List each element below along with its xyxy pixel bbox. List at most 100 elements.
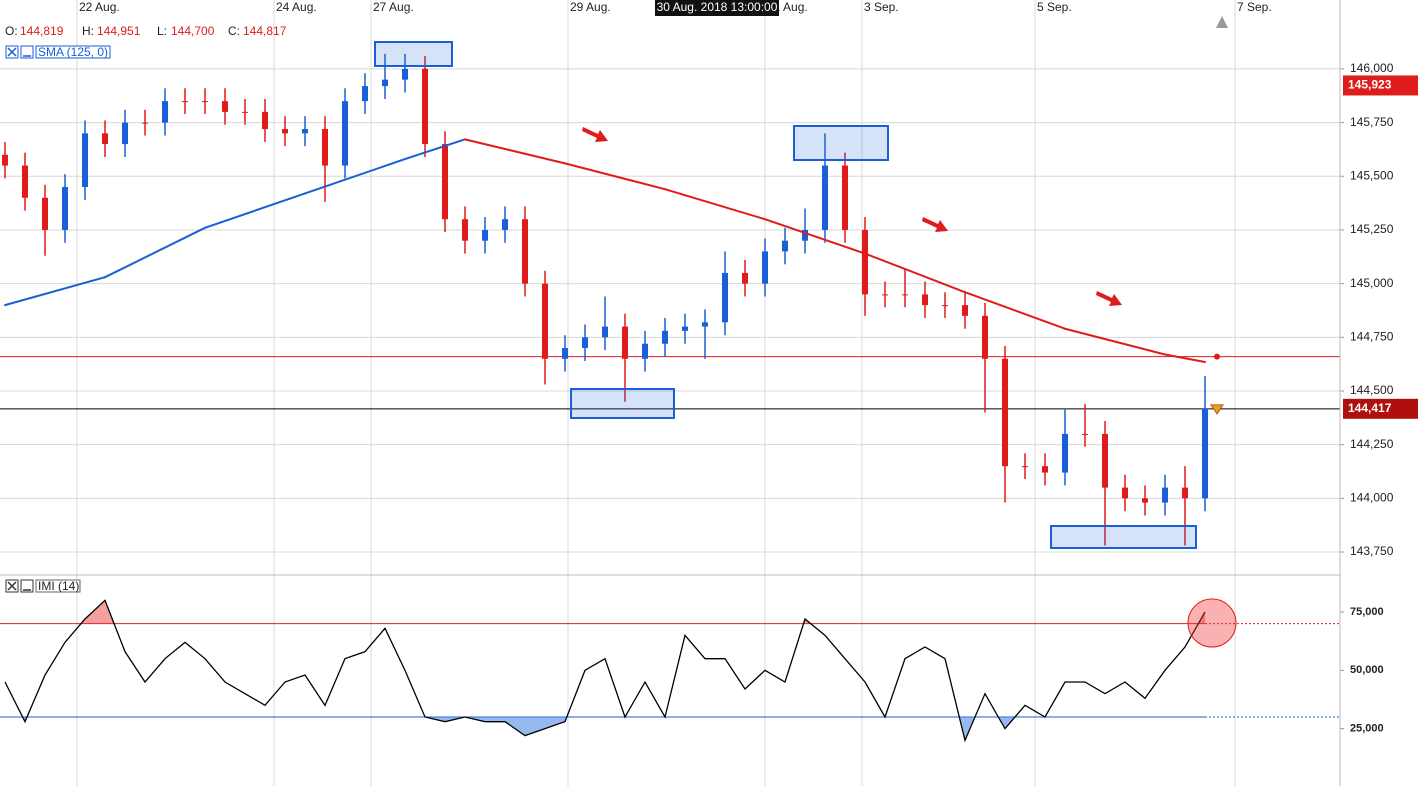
- y-tick-label: 145,000: [1350, 276, 1394, 290]
- highlight-box: [1050, 525, 1197, 549]
- price-tag-label: 144,417: [1348, 401, 1392, 415]
- candle-body: [942, 305, 948, 307]
- candle-body: [302, 129, 308, 134]
- minimize-button[interactable]: [20, 579, 34, 593]
- sma-line: [464, 138, 566, 165]
- candle-body: [822, 165, 828, 230]
- candle-body: [1142, 498, 1148, 503]
- candle-body: [222, 101, 228, 112]
- candle-body: [662, 330, 668, 344]
- sma-line: [4, 276, 106, 307]
- panel-frame: SMA (125, 0) IMI (14): [0, 0, 1341, 786]
- candle-body: [802, 229, 808, 241]
- x-tick-label: 22 Aug.: [79, 0, 120, 14]
- candle-body: [462, 219, 468, 241]
- y-tick-label: 144,500: [1350, 383, 1394, 397]
- ohlc-key: H:: [82, 24, 94, 38]
- sma-line: [1064, 327, 1166, 356]
- candle-body: [502, 219, 508, 230]
- x-tick-label: 27 Aug.: [373, 0, 414, 14]
- sma-line: [964, 291, 1066, 330]
- ohlc-value: 144,951: [97, 24, 141, 38]
- candle-body: [62, 187, 68, 230]
- candle-body: [142, 122, 148, 124]
- legend-label[interactable]: SMA (125, 0): [38, 45, 108, 59]
- x-tick-label: 29 Aug.: [570, 0, 611, 14]
- sma-line: [1164, 353, 1206, 364]
- y-tick-label: 146,000: [1350, 61, 1394, 75]
- candle-body: [722, 272, 728, 323]
- y-tick-label: 145,750: [1350, 115, 1394, 129]
- highlight-box: [570, 388, 675, 419]
- oversold-fill: [5, 717, 1205, 741]
- candle-body: [962, 305, 968, 316]
- y-tick-label: 75,000: [1350, 606, 1384, 618]
- candle-body: [1082, 433, 1088, 435]
- sma-line: [764, 218, 866, 255]
- crosshair-label: 30 Aug. 2018 13:00:00: [657, 0, 778, 14]
- y-tick-label: 144,750: [1350, 329, 1394, 343]
- candle-body: [762, 251, 768, 284]
- y-tick-label: 145,250: [1350, 222, 1394, 236]
- sma-line: [664, 188, 766, 221]
- x-tick-label: 3 Sep.: [864, 0, 899, 14]
- candle-body: [702, 322, 708, 327]
- candle-body: [1162, 487, 1168, 503]
- candle-body: [282, 129, 288, 134]
- ohlc-key: O:: [5, 24, 18, 38]
- candle-body: [242, 111, 248, 113]
- arrow: [582, 127, 608, 142]
- candle-body: [582, 337, 588, 349]
- candle-body: [202, 101, 208, 103]
- y-tick-label: 143,750: [1350, 544, 1394, 558]
- candle-body: [382, 79, 388, 87]
- candle-body: [902, 294, 908, 296]
- close-icon: [7, 581, 17, 591]
- candle-body: [862, 229, 868, 295]
- candle-body: [842, 165, 848, 230]
- ohlc-value: 144,700: [171, 24, 215, 38]
- crosshair-label-box: [655, 0, 779, 16]
- candle-body: [1062, 433, 1068, 473]
- annotations: [374, 41, 1237, 648]
- y-tick-label: 144,000: [1350, 491, 1394, 505]
- y-tick-label: 144,250: [1350, 437, 1394, 451]
- candle-body: [1002, 358, 1008, 467]
- candle-body: [22, 165, 28, 198]
- ohlc-key: L:: [157, 24, 167, 38]
- indicator-label[interactable]: IMI (14): [38, 579, 79, 593]
- candle-body: [1022, 466, 1028, 468]
- ohlc-value: 144,819: [20, 24, 64, 38]
- level-dot: [1214, 353, 1220, 360]
- candle-body: [262, 111, 268, 130]
- candle-body: [1122, 487, 1128, 499]
- candle-body: [1102, 433, 1108, 488]
- candle-body: [922, 294, 928, 306]
- minimize-button[interactable]: [20, 45, 34, 59]
- legend-box: [35, 579, 81, 593]
- candle-body: [622, 326, 628, 359]
- candle-body: [782, 240, 788, 252]
- price-tag-box: [1343, 75, 1418, 96]
- x-tick-label: 7 Sep.: [1237, 0, 1272, 14]
- highlight-box: [793, 125, 889, 161]
- sma-line: [864, 252, 966, 294]
- candle-body: [522, 219, 528, 284]
- candle-body: [1042, 466, 1048, 473]
- y-tick-label: 50,000: [1350, 664, 1384, 676]
- y-tick-label: 145,500: [1350, 168, 1394, 182]
- candle-body: [42, 197, 48, 230]
- candle-body: [162, 101, 168, 123]
- candle-body: [442, 144, 448, 220]
- highlight-box: [374, 41, 453, 67]
- data-layer: [0, 53, 1340, 743]
- candle-body: [602, 326, 608, 338]
- candle-body: [182, 101, 188, 103]
- scroll-marker[interactable]: [1216, 16, 1228, 28]
- x-tick-label: 5 Sep.: [1037, 0, 1072, 14]
- legend-box: [35, 45, 111, 59]
- sma-line: [404, 138, 466, 161]
- candle-body: [2, 154, 8, 166]
- sma-line: [304, 158, 406, 195]
